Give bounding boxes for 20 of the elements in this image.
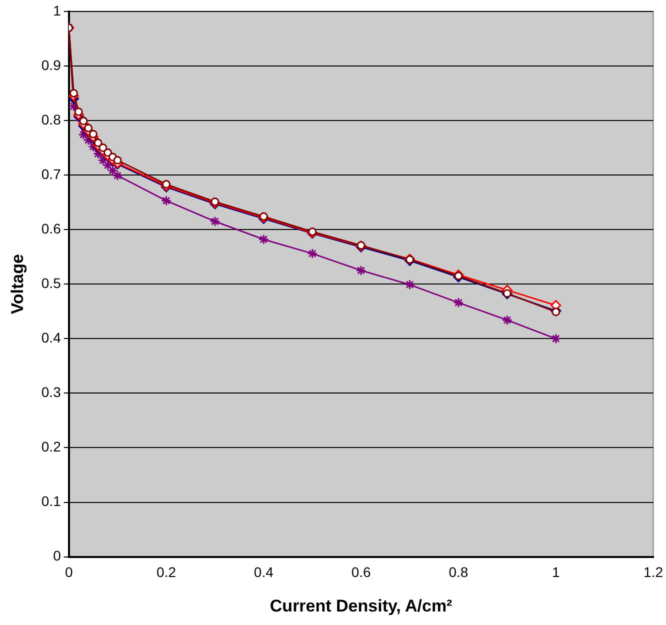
y-tick-label: 0.6: [41, 220, 62, 236]
y-tick-label: 0.1: [41, 493, 62, 510]
x-tick-label: 0.2: [156, 564, 176, 580]
x-tick-label: 0: [64, 564, 73, 580]
y-tick-label: 0.8: [41, 111, 62, 128]
y-tick-label: 0.9: [41, 56, 62, 73]
x-tick-label: 0.4: [254, 564, 274, 580]
x-axis-title: Current Density, A/cm²: [270, 596, 453, 616]
y-tick-label: 0.3: [41, 384, 62, 400]
x-tick-label: 1: [552, 564, 560, 580]
x-tick-label: 0.6: [351, 564, 372, 580]
y-tick-label: 1: [53, 2, 62, 18]
y-tick-label: 0.7: [41, 166, 62, 182]
x-tick-label: 0.8: [448, 564, 468, 580]
y-tick-label: 0.2: [41, 438, 62, 455]
x-tick-label: 1.2: [644, 564, 664, 580]
y-axis-title: Voltage: [8, 254, 27, 314]
y-tick-label: 0.4: [41, 330, 62, 346]
y-tick-label: 0.5: [41, 274, 62, 291]
y-tick-label: 0: [53, 548, 62, 564]
